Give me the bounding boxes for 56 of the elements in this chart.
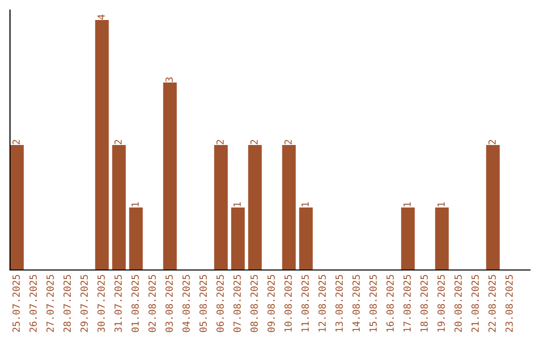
data-label: 2 — [250, 140, 258, 144]
x-tick-label: 20.08.2025 — [454, 274, 462, 332]
bar — [231, 208, 245, 270]
bar — [112, 145, 126, 270]
x-tick-label: 10.08.2025 — [284, 274, 292, 332]
data-label: 2 — [12, 140, 20, 144]
data-label: 1 — [302, 202, 309, 206]
x-tick-label: 22.08.2025 — [488, 274, 496, 332]
data-label: 1 — [132, 202, 139, 206]
x-tick-label: 12.08.2025 — [318, 274, 326, 332]
x-tick-label: 11.08.2025 — [301, 274, 309, 332]
bar — [10, 145, 24, 270]
x-tick-label: 30.07.2025 — [97, 274, 105, 332]
x-tick-label: 05.08.2025 — [199, 274, 207, 332]
x-tick-label: 04.08.2025 — [182, 274, 190, 332]
bar — [214, 145, 228, 270]
x-tick-label: 17.08.2025 — [403, 274, 411, 332]
bar — [95, 20, 109, 270]
x-tick-label: 07.08.2025 — [233, 274, 241, 332]
x-tick-label: 15.08.2025 — [369, 274, 377, 332]
x-tick-label: 26.07.2025 — [29, 274, 37, 332]
x-tick-label: 28.07.2025 — [63, 274, 71, 332]
x-tick-label: 23.08.2025 — [505, 274, 513, 332]
x-tick-label: 08.08.2025 — [250, 274, 258, 332]
data-label: 2 — [114, 140, 122, 144]
data-label: 2 — [488, 140, 496, 144]
x-tick-label: 06.08.2025 — [216, 274, 224, 332]
x-tick-label: 19.08.2025 — [437, 274, 445, 332]
data-label: 2 — [284, 140, 292, 144]
x-tick-label: 25.07.2025 — [12, 274, 20, 332]
bar — [401, 208, 415, 270]
x-tick-label: 31.07.2025 — [114, 274, 122, 332]
bar — [129, 208, 143, 270]
data-label: 1 — [404, 202, 411, 206]
bar — [163, 82, 177, 270]
x-tick-label: 14.08.2025 — [352, 274, 360, 332]
x-tick-label: 02.08.2025 — [148, 274, 156, 332]
x-tick-label: 09.08.2025 — [267, 274, 275, 332]
x-tick-label: 29.07.2025 — [80, 274, 88, 332]
data-label: 4 — [98, 14, 105, 20]
x-tick-label: 18.08.2025 — [420, 274, 428, 332]
x-tick-label: 21.08.2025 — [471, 274, 479, 332]
x-tick-label: 27.07.2025 — [46, 274, 54, 332]
x-tick-label: 16.08.2025 — [386, 274, 394, 332]
data-label: 3 — [165, 77, 173, 82]
x-tick-label: 13.08.2025 — [335, 274, 343, 332]
x-tick-label: 01.08.2025 — [131, 274, 139, 332]
bar — [248, 145, 262, 270]
data-label: 1 — [438, 202, 445, 206]
bar — [299, 208, 313, 270]
x-tick-label: 03.08.2025 — [165, 274, 173, 332]
data-label: 1 — [234, 202, 241, 206]
bar — [486, 145, 500, 270]
data-label: 2 — [216, 140, 224, 144]
bar — [282, 145, 296, 270]
bar — [435, 208, 449, 270]
